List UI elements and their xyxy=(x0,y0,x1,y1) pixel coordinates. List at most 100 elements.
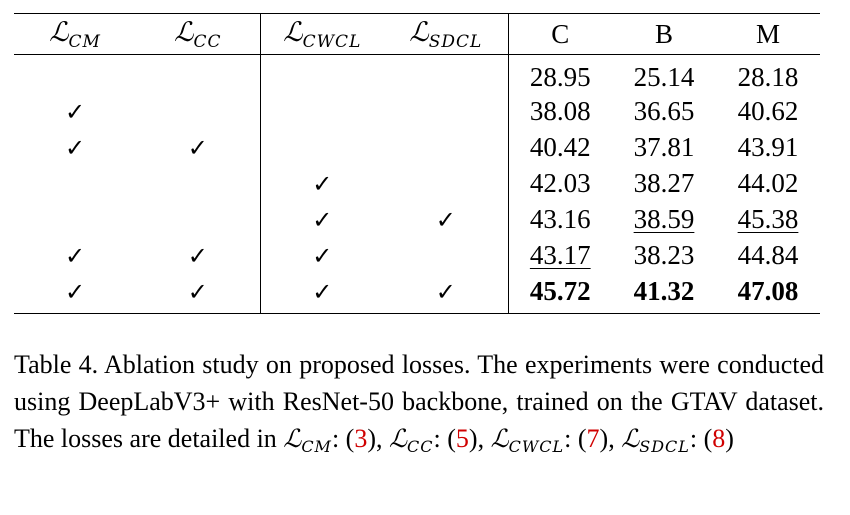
cell-cwcl-check: ✓ xyxy=(260,273,384,314)
cell-sdcl-check xyxy=(384,93,509,129)
cell-sdcl-check xyxy=(384,129,509,165)
check-mark-icon: ✓ xyxy=(312,169,333,198)
cell-cwcl-check: ✓ xyxy=(260,165,384,201)
cell-score-m: 28.18 xyxy=(716,55,820,94)
cell-score-b: 37.81 xyxy=(612,129,716,165)
cell-cwcl-check: ✓ xyxy=(260,201,384,237)
caption-line-1: Table 4. Ablation study on proposed loss… xyxy=(14,350,710,379)
cell-score-b: 38.59 xyxy=(612,201,716,237)
cell-score-m: 44.84 xyxy=(716,237,820,273)
table-header-row: ℒCM ℒCC ℒCWCL ℒSDCL C B M xyxy=(14,13,820,55)
score-value: 43.16 xyxy=(529,203,591,234)
cell-cm-check: ✓ xyxy=(14,273,136,314)
table-row: ✓ ✓ 43.16 38.59 45.38 xyxy=(14,201,820,237)
caption-line-3: on the GTAV dataset. The losses are deta… xyxy=(14,387,825,453)
cell-score-b: 41.32 xyxy=(612,273,716,314)
cell-score-b: 25.14 xyxy=(612,55,716,94)
score-value: 42.03 xyxy=(529,167,591,198)
caption-loss-cwcl: ℒCWCL xyxy=(490,424,565,456)
cell-score-c: 42.03 xyxy=(508,165,612,201)
score-value: 41.32 xyxy=(633,275,695,306)
cell-score-c: 43.16 xyxy=(508,201,612,237)
cell-score-c: 43.17 xyxy=(508,237,612,273)
header-loss-cc: ℒCC xyxy=(136,13,261,55)
table-body: 28.95 25.14 28.18 ✓ 38.08 36.65 40.62 ✓ ✓ 40.42 37… xyxy=(14,54,820,314)
caption-line-2: conducted using DeepLabV3+ with ResNet-5… xyxy=(14,350,825,416)
score-value: 38.08 xyxy=(529,95,591,126)
equation-ref-8[interactable]: 8 xyxy=(712,424,726,453)
table-row: ✓ 38.08 36.65 40.62 xyxy=(14,93,820,129)
check-mark-icon: ✓ xyxy=(312,277,333,306)
cell-sdcl-check: ✓ xyxy=(384,273,509,314)
cell-score-c: 28.95 xyxy=(508,55,612,94)
check-mark-icon: ✓ xyxy=(64,277,86,306)
cell-cwcl-check xyxy=(260,55,384,94)
score-value: 40.42 xyxy=(529,131,591,162)
header-dataset-b: B xyxy=(654,18,673,49)
score-value: 28.18 xyxy=(737,61,799,92)
cell-sdcl-check: ✓ xyxy=(384,201,509,237)
cell-cc-check xyxy=(136,54,261,93)
check-mark-icon: ✓ xyxy=(312,241,333,270)
cell-cm-check xyxy=(14,55,136,94)
header-dataset-c: C xyxy=(551,18,570,49)
cell-score-b: 38.23 xyxy=(612,237,716,273)
score-value: 43.17 xyxy=(529,239,591,270)
cell-cwcl-check: ✓ xyxy=(260,237,384,273)
cell-cm-check xyxy=(14,201,136,237)
check-mark-icon: ✓ xyxy=(435,277,456,306)
score-value: 43.91 xyxy=(737,131,799,162)
header-loss-cwcl: ℒCWCL xyxy=(283,16,362,52)
cell-cwcl-check xyxy=(260,93,384,129)
equation-ref-5[interactable]: 5 xyxy=(455,424,469,453)
cell-cc-check xyxy=(136,93,261,129)
cell-score-m: 40.62 xyxy=(716,93,820,129)
score-value: 44.84 xyxy=(737,239,799,270)
equation-ref-7[interactable]: 7 xyxy=(586,424,600,453)
cell-cm-check: ✓ xyxy=(14,237,136,273)
cell-score-b: 38.27 xyxy=(612,165,716,201)
cell-cc-check: ✓ xyxy=(136,273,261,314)
equation-ref-3[interactable]: 3 xyxy=(354,424,368,453)
score-value: 36.65 xyxy=(633,95,695,126)
check-mark-icon: ✓ xyxy=(64,241,86,270)
caption-loss-sdcl: ℒSDCL xyxy=(621,424,690,456)
cell-cc-check: ✓ xyxy=(136,129,261,165)
check-mark-icon: ✓ xyxy=(187,133,208,162)
score-value: 45.38 xyxy=(737,203,799,234)
cell-cwcl-check xyxy=(260,129,384,165)
score-value: 38.23 xyxy=(633,239,695,270)
cell-score-m: 43.91 xyxy=(716,129,820,165)
header-dataset-m: M xyxy=(755,18,780,49)
table-row: 28.95 25.14 28.18 xyxy=(14,54,820,94)
table-row: ✓ ✓ ✓ 43.17 38.23 44.84 xyxy=(14,237,820,273)
score-value: 38.59 xyxy=(633,203,695,234)
score-value: 28.95 xyxy=(529,61,591,92)
caption-loss-cm: ℒCM xyxy=(283,424,332,456)
check-mark-icon: ✓ xyxy=(187,241,208,270)
cell-cm-check xyxy=(14,165,136,201)
score-value: 38.27 xyxy=(633,167,695,198)
cell-score-c: 38.08 xyxy=(508,93,612,129)
cell-score-c: 40.42 xyxy=(508,129,612,165)
table-row: ✓ ✓ ✓ ✓ 45.72 41.32 47.08 xyxy=(14,273,820,314)
cell-sdcl-check xyxy=(384,54,509,93)
cell-cc-check xyxy=(136,201,261,237)
cell-cm-check: ✓ xyxy=(14,129,136,165)
caption-loss-cc: ℒCC xyxy=(389,424,434,456)
header-loss-cm: ℒCM xyxy=(49,16,101,52)
check-mark-icon: ✓ xyxy=(64,133,86,162)
cell-cm-check: ✓ xyxy=(14,93,136,129)
cell-cc-check: ✓ xyxy=(136,237,261,273)
check-mark-icon: ✓ xyxy=(435,205,456,234)
cell-score-b: 36.65 xyxy=(612,93,716,129)
table-row: ✓ ✓ 40.42 37.81 43.91 xyxy=(14,129,820,165)
cell-score-m: 45.38 xyxy=(716,201,820,237)
ablation-table: ℒCM ℒCC ℒCWCL ℒSDCL C B M 28.95 25.14 28.1… xyxy=(14,13,820,314)
table-row: ✓ 42.03 38.27 44.02 xyxy=(14,165,820,201)
cell-score-c: 45.72 xyxy=(508,273,612,314)
check-mark-icon: ✓ xyxy=(187,277,208,306)
header-loss-sdcl: ℒSDCL xyxy=(384,13,509,55)
cell-score-m: 44.02 xyxy=(716,165,820,201)
check-mark-icon: ✓ xyxy=(64,97,86,126)
